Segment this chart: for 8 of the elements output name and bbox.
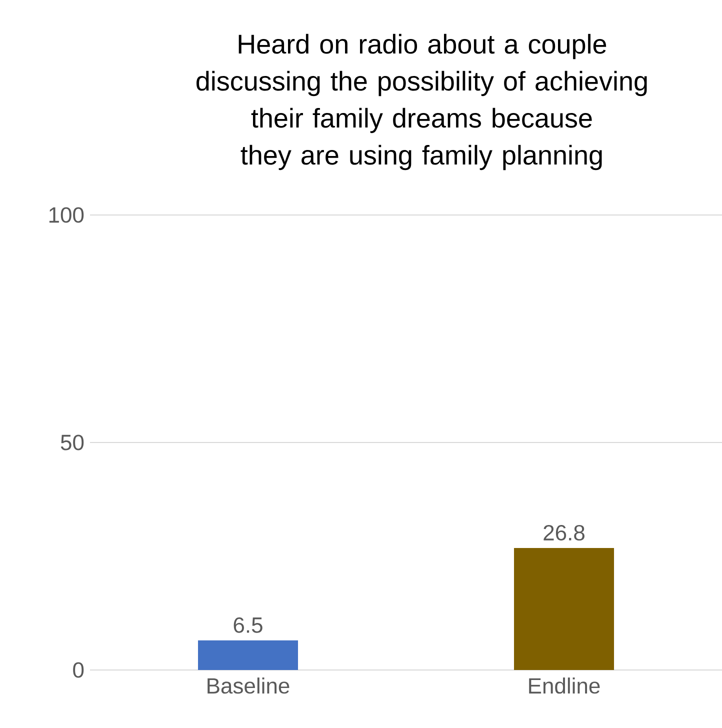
chart-title: Heard on radio about a couple discussing the possibility of achieving their family dreams because they are using family planning	[196, 34, 647, 170]
y-tick-label: 100	[49, 207, 84, 223]
y-tick-label: 0	[72, 662, 84, 678]
data-label: 26.8	[543, 524, 584, 541]
x-tick-label: Endline	[528, 678, 600, 694]
y-tick-label: 50	[60, 434, 84, 450]
data-label: 6.5	[234, 617, 262, 633]
x-tick-label: Baseline	[207, 678, 289, 694]
